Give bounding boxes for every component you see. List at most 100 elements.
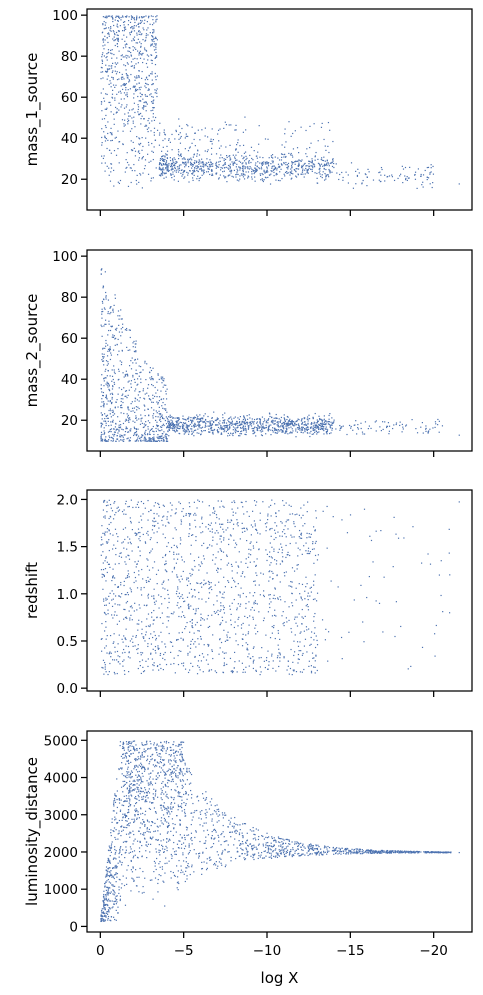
data-point: [291, 581, 293, 583]
data-point: [309, 146, 311, 149]
data-point: [274, 156, 276, 158]
data-point: [109, 101, 111, 104]
data-point: [125, 43, 128, 45]
data-point: [234, 432, 237, 434]
data-point: [163, 515, 165, 517]
data-point: [152, 378, 154, 380]
data-point: [197, 607, 199, 610]
data-point: [105, 638, 107, 640]
data-point: [112, 334, 114, 336]
data-point: [186, 424, 188, 426]
data-point: [160, 376, 162, 378]
data-point: [125, 327, 128, 330]
data-point: [193, 416, 196, 418]
data-point: [126, 591, 129, 594]
data-point: [135, 417, 137, 419]
data-point: [131, 109, 133, 111]
data-point: [134, 126, 136, 128]
data-point: [166, 157, 169, 160]
data-point: [147, 130, 149, 133]
data-point: [189, 161, 192, 163]
data-point: [111, 599, 113, 601]
data-point: [136, 648, 138, 651]
data-point: [247, 633, 249, 635]
data-point: [162, 556, 164, 559]
data-point: [212, 433, 214, 435]
data-point: [104, 27, 106, 30]
data-point: [103, 298, 105, 301]
data-point: [153, 597, 155, 599]
data-point: [257, 151, 259, 153]
data-point: [347, 182, 350, 184]
data-point: [142, 502, 145, 505]
data-point: [242, 418, 245, 421]
data-point: [183, 615, 185, 617]
data-point: [268, 157, 270, 159]
data-point: [395, 423, 397, 426]
data-point: [120, 552, 122, 554]
data-point: [237, 583, 239, 585]
data-point: [225, 124, 228, 126]
data-point: [265, 424, 267, 426]
data-point: [312, 427, 314, 429]
data-point: [256, 418, 258, 420]
data-point: [105, 298, 107, 300]
data-point: [290, 165, 293, 167]
data-point: [284, 175, 286, 177]
data-point: [274, 420, 276, 422]
data-point: [121, 30, 124, 32]
data-point: [117, 62, 119, 64]
data-point: [206, 618, 208, 620]
data-point: [401, 165, 403, 167]
data-point: [276, 574, 278, 576]
data-point: [300, 429, 302, 431]
data-point: [118, 440, 120, 442]
data-point: [109, 592, 111, 594]
data-point: [200, 582, 203, 584]
data-point: [153, 395, 156, 398]
data-point: [159, 654, 161, 656]
data-point: [242, 638, 244, 640]
data-point: [247, 566, 249, 568]
data-point: [162, 587, 164, 589]
data-point: [217, 567, 219, 569]
data-point: [252, 616, 254, 618]
data-point: [291, 167, 293, 169]
data-point: [208, 581, 210, 584]
data-point: [311, 162, 313, 164]
data-point: [112, 309, 114, 312]
data-point: [246, 527, 248, 529]
data-point: [225, 176, 227, 178]
data-point: [187, 417, 189, 420]
data-point: [187, 174, 189, 176]
data-point: [156, 616, 158, 619]
data-point: [134, 57, 136, 60]
data-point: [315, 540, 317, 543]
data-point: [297, 424, 300, 426]
data-point: [250, 549, 252, 551]
data-point: [162, 172, 164, 174]
data-point: [108, 425, 110, 427]
data-point: [283, 572, 285, 574]
data-point: [125, 54, 127, 57]
data-point: [178, 125, 181, 127]
data-point: [219, 128, 221, 130]
data-point: [285, 536, 287, 538]
data-point: [141, 187, 143, 189]
data-point: [118, 350, 120, 352]
data-point: [275, 670, 277, 672]
data-point: [191, 422, 193, 424]
data-point: [230, 535, 232, 537]
data-point: [276, 169, 278, 171]
data-point: [133, 147, 135, 150]
data-point: [145, 110, 147, 112]
data-point: [306, 155, 308, 158]
data-point: [291, 513, 294, 515]
data-point: [324, 420, 326, 422]
data-point: [323, 426, 325, 428]
data-point: [370, 427, 372, 430]
data-point: [140, 378, 142, 380]
data-point: [223, 531, 225, 533]
data-point: [195, 646, 197, 648]
data-point: [147, 153, 149, 155]
